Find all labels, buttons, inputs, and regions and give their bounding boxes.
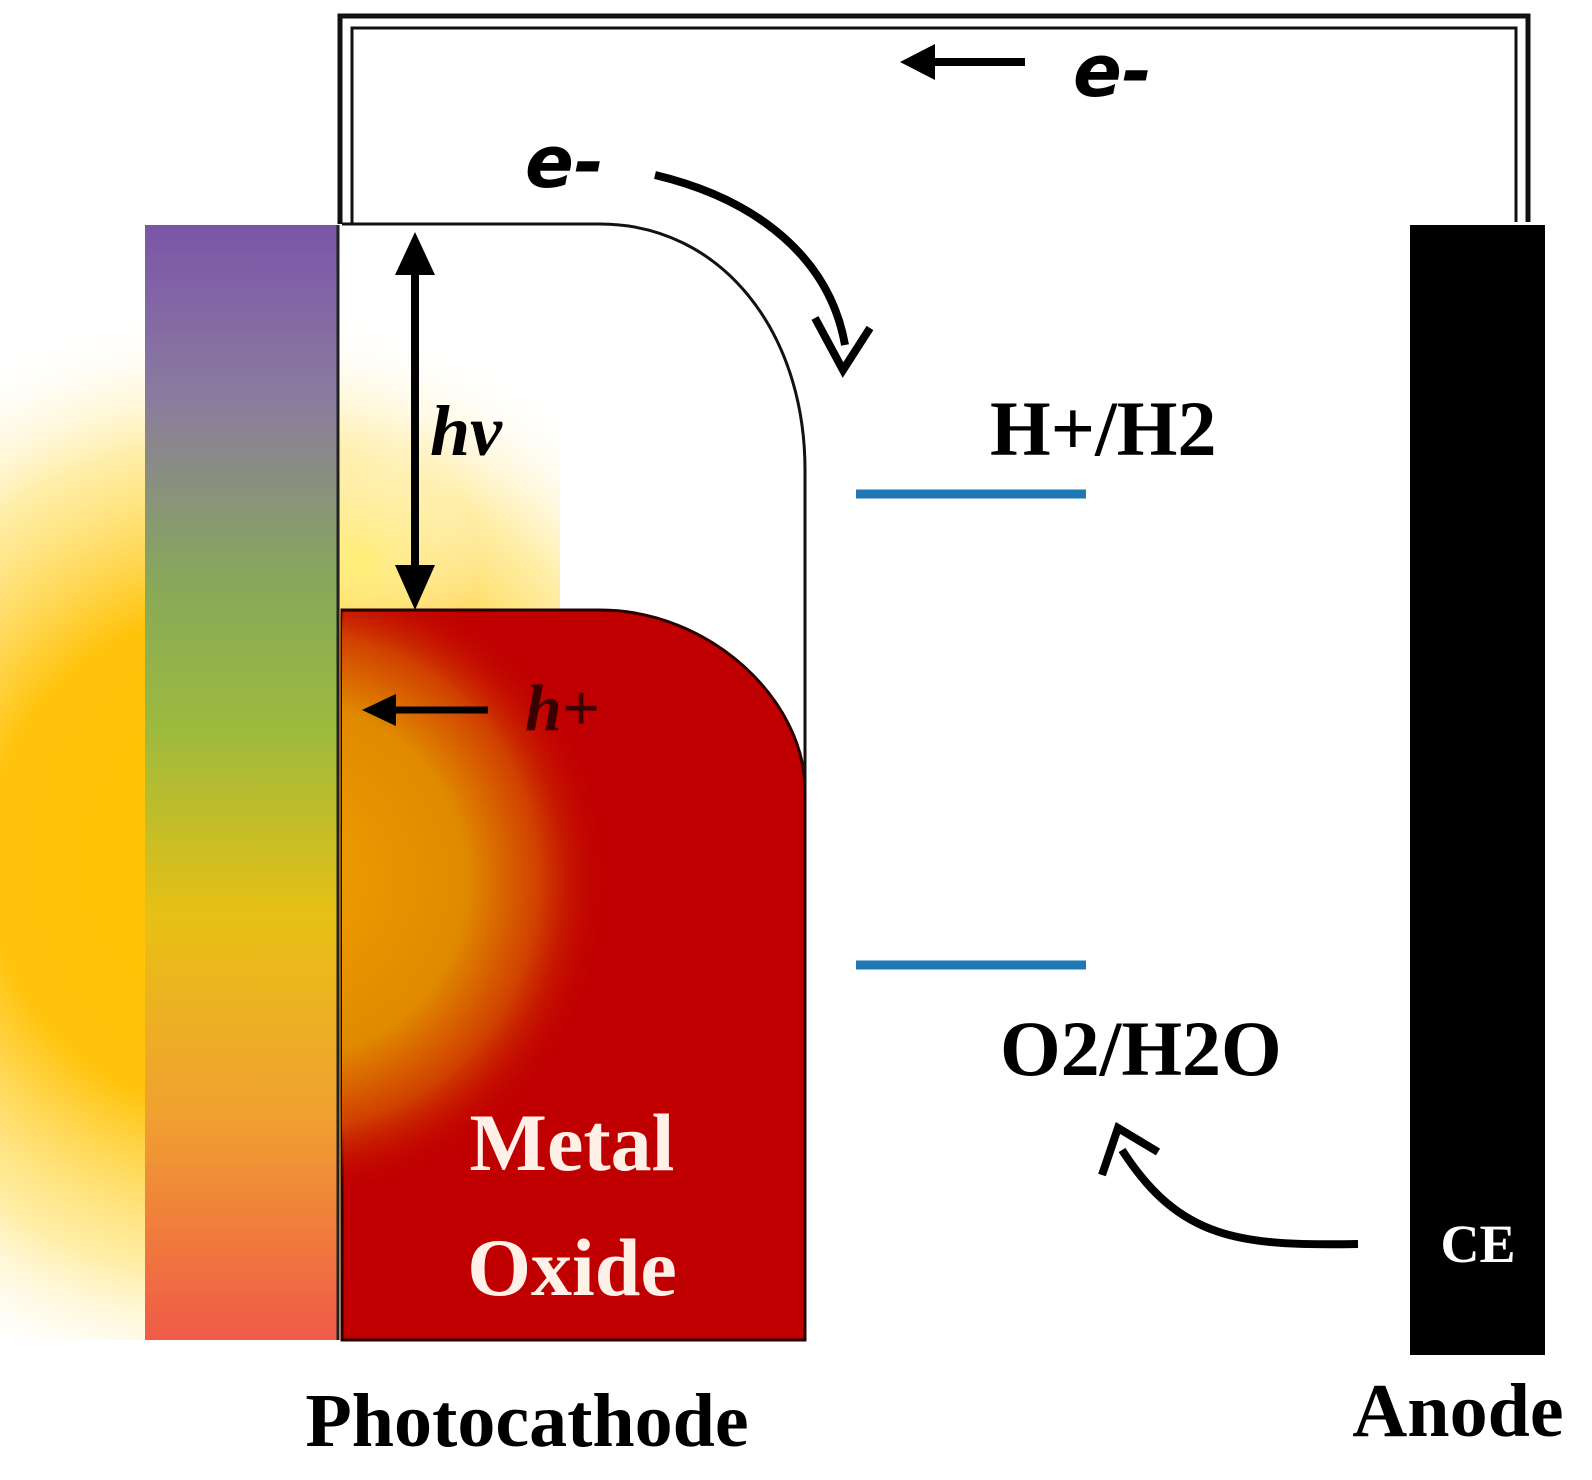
photon-arrow-down-icon <box>395 565 435 610</box>
photon-label: hv <box>430 391 503 471</box>
conduction-band-edge <box>342 222 807 790</box>
oxidation-arrow <box>1118 1147 1359 1249</box>
external-circuit-wire-inner <box>350 26 1518 224</box>
oxide-label: Oxide <box>467 1222 677 1313</box>
anode-label: Anode <box>1352 1369 1563 1453</box>
electron-transfer-arrow <box>654 171 849 346</box>
metal-oxide-glow <box>342 612 803 1338</box>
circuit-electron-label: e- <box>1073 29 1152 113</box>
o-redox-label: O2/H2O <box>1000 1005 1282 1092</box>
counter-electrode-bar <box>1410 225 1545 1355</box>
hole-arrow-head-icon <box>362 694 396 726</box>
external-circuit-wire <box>337 13 1531 224</box>
electron-arrow-head-icon <box>811 316 874 378</box>
metal-label: Metal <box>470 1097 675 1188</box>
circuit-arrow-head-icon <box>900 44 935 80</box>
photocathode-label: Photocathode <box>305 1379 748 1463</box>
ce-label: CE <box>1440 1214 1515 1274</box>
hole-label: h+ <box>525 672 599 745</box>
h-redox-label: H+/H2 <box>990 385 1216 472</box>
substrate-layer <box>145 225 338 1340</box>
band-electron-label: e- <box>525 120 604 204</box>
photon-arrow-up-icon <box>395 232 435 275</box>
oxidation-arrow-head-icon <box>1098 1122 1161 1177</box>
